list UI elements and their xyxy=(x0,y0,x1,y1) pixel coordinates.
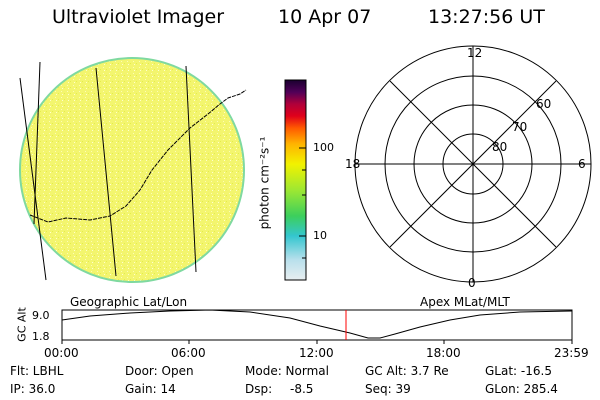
status-dsp-value: -8.5 xyxy=(290,382,314,396)
altitude-ymax: 9.0 xyxy=(32,309,50,322)
colorbar-unit-label: photon cm⁻²s⁻¹ xyxy=(257,136,272,230)
altitude-ymin: 1.8 xyxy=(32,330,50,343)
instrument-title: Ultraviolet Imager xyxy=(52,6,225,28)
polar-lat-70: 70 xyxy=(512,120,528,134)
x-tick-0000: 00:00 xyxy=(44,346,79,360)
status-ip: IP: 36.0 xyxy=(10,382,56,396)
polar-label-0: 0 xyxy=(468,276,476,290)
magnetic-frame-label: Apex MLat/MLT xyxy=(420,295,510,309)
x-tick-1200: 12:00 xyxy=(299,346,334,360)
colorbar-tick-100: 100 xyxy=(313,141,334,154)
polar-label-18: 18 xyxy=(345,157,361,171)
polar-plot xyxy=(354,45,592,283)
polar-label-6: 6 xyxy=(578,157,586,171)
intensity-colorbar xyxy=(284,79,307,281)
status-door: Door: Open xyxy=(125,364,194,378)
geographic-frame-label: Geographic Lat/Lon xyxy=(70,295,188,309)
status-mode: Mode: Normal xyxy=(245,364,329,378)
x-tick-2359: 23:59 xyxy=(554,346,589,360)
date-label: 10 Apr 07 xyxy=(278,6,372,28)
polar-label-12: 12 xyxy=(467,46,483,60)
colorbar-tick-10: 10 xyxy=(313,229,327,242)
geographic-grid xyxy=(19,61,247,281)
polar-lat-60: 60 xyxy=(536,97,552,111)
time-label: 13:27:56 UT xyxy=(428,6,545,28)
status-gain: Gain: 14 xyxy=(125,382,176,396)
status-glat: GLat: -16.5 xyxy=(485,364,552,378)
uv-earth-disk xyxy=(19,57,245,283)
x-tick-0600: 06:00 xyxy=(171,346,206,360)
polar-lat-80: 80 xyxy=(492,140,508,154)
status-dsp-label: Dsp: xyxy=(245,382,273,396)
altitude-plot xyxy=(61,309,573,344)
status-seq: Seq: 39 xyxy=(365,382,411,396)
status-gc-alt: GC Alt: 3.7 Re xyxy=(365,364,449,378)
altitude-axis-label: GC Alt xyxy=(15,307,29,342)
x-tick-1800: 18:00 xyxy=(426,346,461,360)
status-glon: GLon: 285.4 xyxy=(485,382,558,396)
status-filter: Flt: LBHL xyxy=(10,364,64,378)
